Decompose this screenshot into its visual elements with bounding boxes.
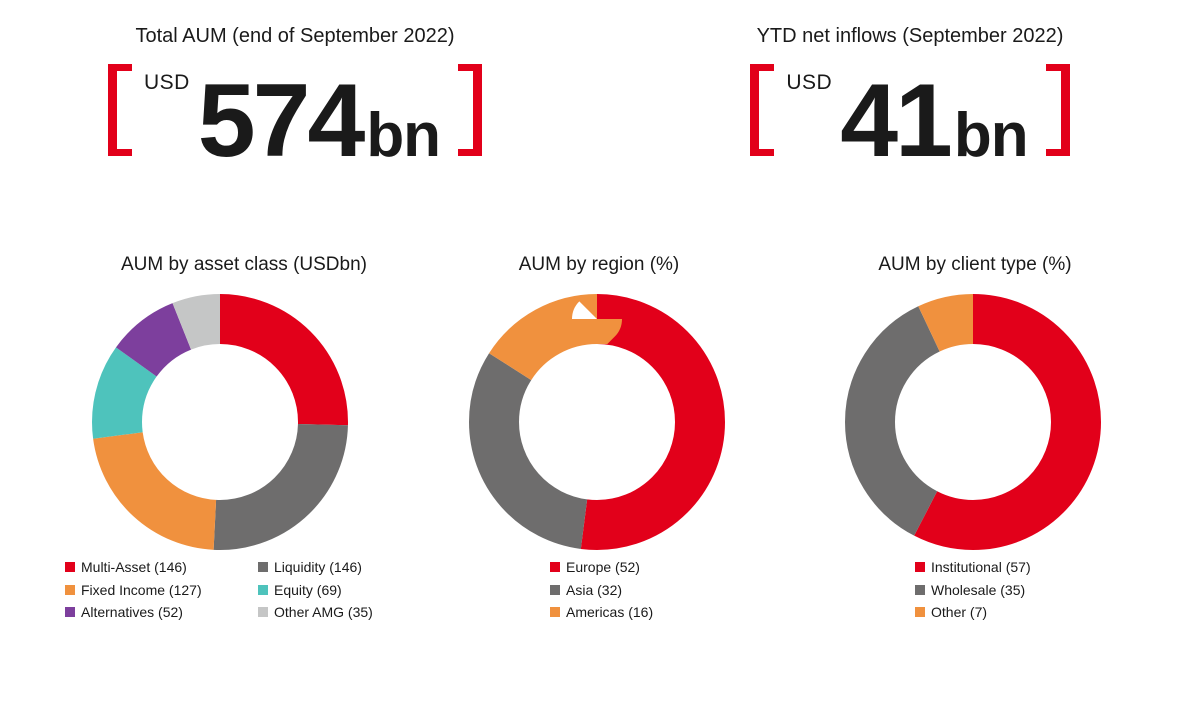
- donut-segment-asia: [469, 294, 725, 550]
- currency-label: USD: [143, 71, 190, 94]
- donut-chart-asset-class: [92, 294, 348, 550]
- stat-total-aum: Total AUM (end of September 2022) USD 57…: [103, 24, 487, 173]
- legend-item-wholesale: Wholesale (35): [915, 579, 1031, 602]
- legend-client-type: Institutional (57) Wholesale (35) Other (7…: [915, 556, 1031, 624]
- legend-item-institutional: Institutional (57): [915, 556, 1031, 579]
- donut-segment-multi-asset: [92, 294, 348, 550]
- stat-value: 574: [197, 63, 366, 179]
- legend-item-americas: Americas (16): [550, 601, 653, 624]
- legend-label-alternatives: Alternatives (52): [81, 604, 183, 621]
- legend-item-other-amg: Other AMG (35): [258, 601, 373, 624]
- legend-label-americas: Americas (16): [566, 604, 654, 621]
- donut-segment-americas: [469, 294, 725, 550]
- stat-unit: bn: [953, 101, 1029, 170]
- legend-label-other-amg: Other AMG (35): [274, 604, 373, 621]
- stat-figure: USD 41bn: [745, 64, 1075, 173]
- currency-label: USD: [786, 71, 833, 94]
- legend-item-asia: Asia (32): [550, 579, 653, 602]
- open-bracket-decoration: [107, 64, 132, 156]
- legend-item-liquidity: Liquidity (146): [258, 556, 373, 579]
- legend-swatch-wholesale: [915, 584, 925, 595]
- legend-label-wholesale: Wholesale (35): [931, 581, 1026, 598]
- legend-swatch-fixed-income: [65, 584, 75, 595]
- chart-title: AUM by asset class (USDbn): [120, 254, 367, 275]
- stat-title: Total AUM (end of September 2022): [135, 25, 455, 47]
- legend-label-multi-asset: Multi-Asset (146): [81, 559, 187, 576]
- donut-segment-wholesale: [845, 294, 1101, 550]
- legend-item-fixed-income: Fixed Income (127): [65, 579, 258, 602]
- stat-title: YTD net inflows (September 2022): [756, 25, 1064, 47]
- legend-swatch-institutional: [915, 562, 925, 573]
- chart-aum-by-client-type: AUM by client type (%) Institutional (57…: [845, 252, 1105, 619]
- legend-swatch-other: [915, 607, 925, 618]
- legend-item-europe: Europe (52): [550, 556, 653, 579]
- chart-aum-by-region: AUM by region (%) Europe (52) Asia (32) Am…: [469, 252, 729, 619]
- legend-swatch-alternatives: [65, 607, 75, 618]
- legend-label-fixed-income: Fixed Income (127): [81, 581, 202, 598]
- legend-region: Europe (52) Asia (32) Americas (16): [550, 556, 653, 624]
- legend-label-asia: Asia (32): [566, 581, 623, 598]
- open-bracket-decoration: [750, 64, 775, 156]
- legend-swatch-liquidity: [258, 562, 268, 573]
- legend-swatch-equity: [258, 584, 268, 595]
- legend-swatch-other-amg: [258, 607, 268, 618]
- legend-item-multi-asset: Multi-Asset (146): [65, 556, 258, 579]
- stat-unit: bn: [366, 101, 441, 170]
- legend-item-equity: Equity (69): [258, 579, 373, 602]
- chart-title: AUM by client type (%): [878, 254, 1072, 275]
- legend-label-europe: Europe (52): [566, 559, 640, 576]
- donut-segment-equity: [92, 294, 348, 550]
- legend-label-equity: Equity (69): [274, 581, 342, 598]
- legend-label-institutional: Institutional (57): [931, 559, 1031, 576]
- stat-ytd-inflows: YTD net inflows (September 2022) USD 41b…: [745, 24, 1075, 173]
- legend-swatch-americas: [550, 607, 560, 618]
- chart-aum-by-asset-class: AUM by asset class (USDbn) Multi-Asset (…: [60, 252, 400, 619]
- donut-segment-other: [845, 294, 1101, 550]
- donut-chart-client-type: [845, 294, 1101, 550]
- chart-title: AUM by region (%): [518, 254, 680, 275]
- legend-swatch-multi-asset: [65, 562, 75, 573]
- legend-asset-class: Multi-Asset (146) Liquidity (146) Fixed In…: [65, 556, 373, 624]
- stat-figure: USD 574bn: [103, 64, 487, 173]
- close-bracket-decoration: [1045, 64, 1070, 156]
- legend-swatch-europe: [550, 562, 560, 573]
- donut-chart-region: [469, 294, 725, 550]
- close-bracket-decoration: [458, 64, 483, 156]
- stat-value: 41: [840, 63, 953, 179]
- legend-label-liquidity: Liquidity (146): [274, 559, 362, 576]
- donut-segment-liquidity: [92, 294, 348, 550]
- legend-swatch-asia: [550, 584, 560, 595]
- legend-item-alternatives: Alternatives (52): [65, 601, 258, 624]
- legend-label-other: Other (7): [931, 604, 988, 621]
- legend-item-other: Other (7): [915, 601, 1031, 624]
